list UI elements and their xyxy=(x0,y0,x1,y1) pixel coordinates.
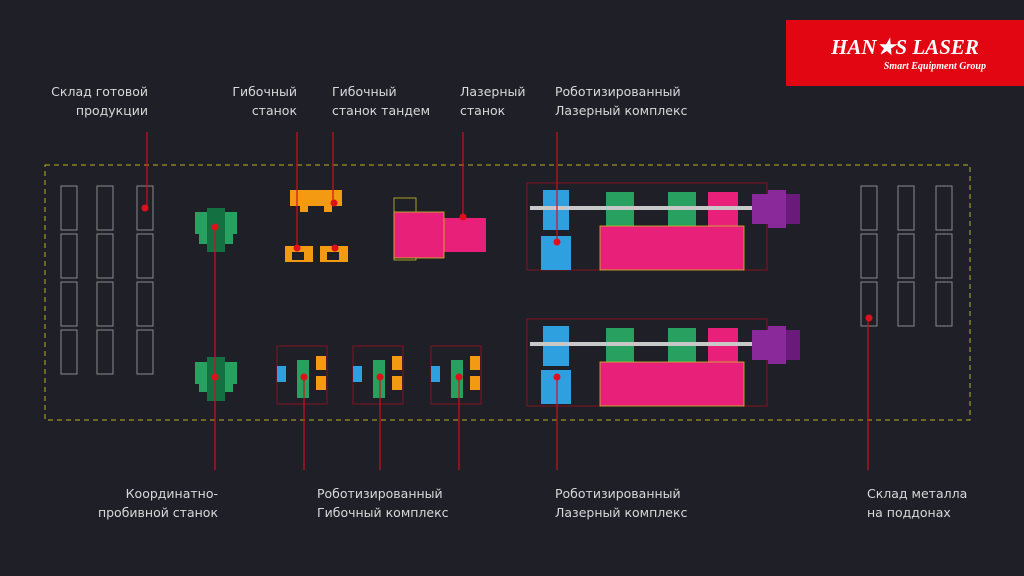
label: Роботизированный Лазерный комплекс xyxy=(555,84,688,118)
label-line: Роботизированный xyxy=(317,486,443,501)
label-line: Роботизированный xyxy=(555,486,681,501)
label: Роботизированный Гибочный комплекс xyxy=(317,486,449,520)
label-line: Гибочный xyxy=(232,84,297,99)
label: Лазерный станок xyxy=(460,84,526,118)
bending-machines xyxy=(285,190,348,262)
label-line: на поддонах xyxy=(867,505,951,520)
label-line: станок тандем xyxy=(332,103,430,118)
label: Гибочный станок тандем xyxy=(332,84,430,118)
label-line: Склад металла xyxy=(867,486,967,501)
label: Роботизированный Лазерный комплекс xyxy=(555,486,688,520)
racks-right xyxy=(860,185,953,327)
label-line: Координатно- xyxy=(126,486,218,501)
laser-machine xyxy=(393,197,486,261)
label-line: Роботизированный xyxy=(555,84,681,99)
label-line: станок xyxy=(252,103,298,118)
logo-title: HAN★S LASER xyxy=(830,35,979,59)
label-line: Лазерный комплекс xyxy=(555,103,688,118)
label: Координатно-пробивной станок xyxy=(98,486,219,520)
label-line: Лазерный комплекс xyxy=(555,505,688,520)
label-line: станок xyxy=(460,103,506,118)
label: Склад металла на поддонах xyxy=(867,486,967,520)
racks-left xyxy=(60,185,154,375)
label: Гибочный станок xyxy=(232,84,297,118)
logo-box xyxy=(786,20,1024,86)
laser-complex-bottom xyxy=(526,318,800,407)
label: Склад готовой продукции xyxy=(51,84,148,118)
label-line: Гибочный комплекс xyxy=(317,505,449,520)
laser-complex-top xyxy=(526,182,800,271)
logo-subtitle: Smart Equipment Group xyxy=(884,61,986,72)
label-line: Лазерный xyxy=(460,84,526,99)
label-line: продукции xyxy=(76,103,148,118)
label-line: пробивной станок xyxy=(98,505,219,520)
label-line: Склад готовой xyxy=(51,84,148,99)
label-line: Гибочный xyxy=(332,84,397,99)
leaders xyxy=(141,132,873,470)
area-boundary xyxy=(44,164,971,421)
